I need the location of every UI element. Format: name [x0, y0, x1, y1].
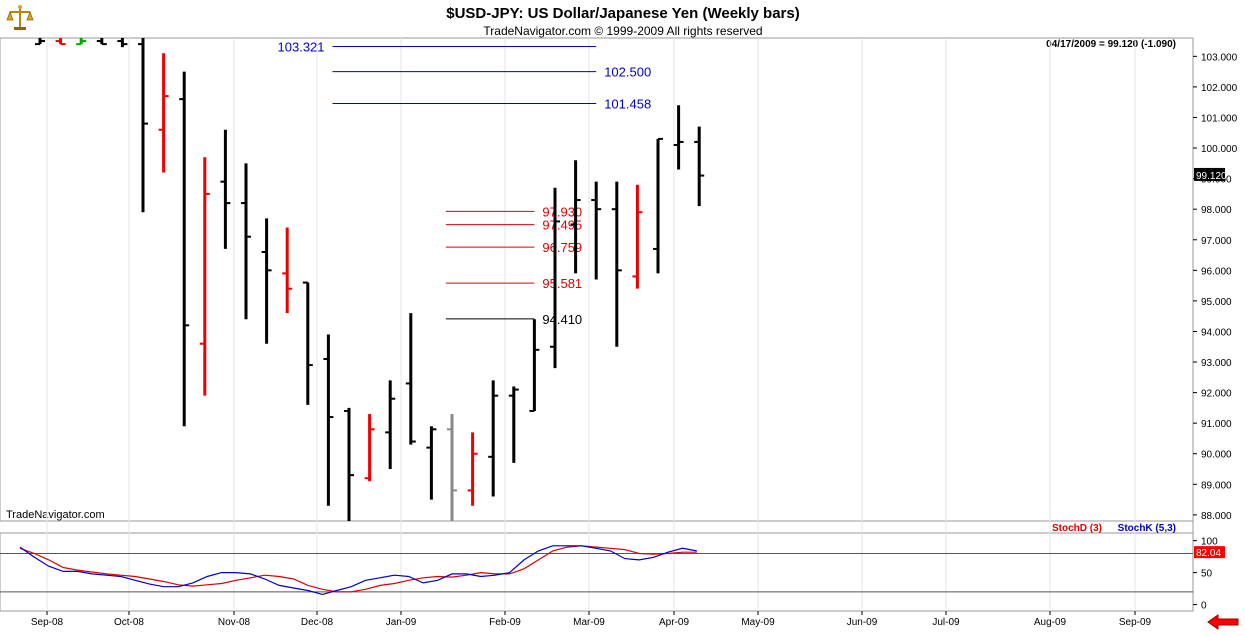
price-tick-label: 96.000	[1201, 266, 1232, 277]
price-level-label: 94.410	[542, 312, 582, 327]
x-tick-label: May-09	[741, 617, 775, 628]
ohlc-bar	[138, 38, 148, 213]
price-level-label: 95.581	[542, 276, 582, 291]
price-level-label: 101.458	[604, 96, 651, 111]
ohlc-bar	[550, 187, 560, 369]
ohlc-bar	[488, 380, 499, 497]
x-tick-label: Jan-09	[386, 617, 417, 628]
stoch-tick-label: 100	[1201, 537, 1218, 548]
ohlc-bar	[55, 38, 66, 46]
price-tick-label: 93.000	[1201, 358, 1232, 369]
price-tick-label: 94.000	[1201, 327, 1232, 338]
ohlc-bar	[611, 181, 622, 347]
x-tick-label: Aug-09	[1034, 617, 1067, 628]
ohlc-bar	[385, 380, 396, 470]
stoch-tick-label: 50	[1201, 569, 1213, 580]
stoch-tick-label: 0	[1201, 601, 1207, 612]
ohlc-bar	[405, 313, 416, 445]
x-tick-label: Nov-08	[218, 617, 251, 628]
ohlc-bar	[508, 386, 519, 463]
watermark: TradeNavigator.com	[6, 509, 105, 521]
price-level-label: 96.759	[542, 240, 582, 255]
price-level-label: 97.495	[542, 218, 582, 233]
price-tick-label: 98.000	[1201, 205, 1232, 216]
ohlc-bar	[158, 53, 169, 173]
ohlc-bar	[241, 163, 251, 320]
chart-subtitle: TradeNavigator.com © 1999-2009 All right…	[483, 24, 762, 38]
ohlc-bar	[282, 227, 293, 314]
price-tick-label: 88.000	[1201, 511, 1232, 522]
ohlc-bar	[199, 157, 210, 396]
stochd-legend: StochD (3)	[1052, 523, 1102, 534]
price-tick-label: 100.000	[1201, 144, 1238, 155]
stoch-panel	[0, 532, 1194, 612]
stoch-axis: 0 50 100	[0, 537, 1218, 612]
stoch-series-line	[19, 545, 697, 596]
ohlc-bar	[35, 38, 45, 46]
price-axis: 88.000 89.000 90.000 91.000 92.000 93.000 94.0…	[1193, 52, 1238, 522]
x-tick-label: Dec-08	[301, 617, 334, 628]
x-tick-label: Sep-09	[1119, 617, 1152, 628]
stoch-value-tag: 82.04	[1194, 546, 1225, 559]
ohlc-bar	[591, 181, 602, 280]
ohlc-bar	[447, 414, 457, 521]
price-tick-label: 95.000	[1201, 297, 1232, 308]
arrow-left-icon[interactable]	[1207, 614, 1239, 630]
stochk-legend: StochK (5,3)	[1118, 523, 1176, 534]
price-level-label: 103.321	[278, 40, 325, 55]
price-level-label: 102.500	[604, 65, 651, 80]
x-tick-label: Oct-08	[114, 617, 144, 628]
ohlc-bar	[653, 137, 663, 274]
ohlc-bar	[426, 426, 437, 500]
x-tick-label: Mar-09	[573, 617, 605, 628]
vertical-grid	[46, 38, 1136, 611]
ohlc-bar	[261, 218, 272, 344]
ohlc-bar	[344, 407, 354, 521]
price-tick-label: 89.000	[1201, 480, 1232, 491]
price-tick-label: 103.000	[1201, 52, 1238, 63]
current-price-tag: 99.120	[1194, 167, 1227, 182]
ohlc-bar	[694, 126, 705, 207]
price-tick-label: 102.000	[1201, 83, 1238, 94]
stoch-value-label: 82.04	[1196, 548, 1221, 559]
price-tick-label: 101.000	[1201, 113, 1238, 124]
ohlc-bar	[96, 38, 107, 46]
ohlc-bar	[76, 38, 87, 46]
x-tick-label: Jul-09	[932, 617, 960, 628]
ohlc-bar	[302, 281, 313, 405]
ohlc-bar	[467, 432, 478, 506]
x-tick-label: Sep-08	[31, 617, 64, 628]
ohlc-bar	[364, 414, 375, 482]
x-tick-label: Feb-09	[489, 617, 521, 628]
ohlc-bar	[632, 184, 643, 289]
chart-title: $USD-JPY: US Dollar/Japanese Yen (Weekly…	[446, 5, 799, 22]
price-tick-label: 90.000	[1201, 450, 1232, 461]
ohlc-bar	[570, 160, 581, 274]
price-tick-label: 92.000	[1201, 389, 1232, 400]
ohlc-bars	[35, 38, 705, 521]
x-tick-label: Jun-09	[847, 617, 878, 628]
current-price-label: 99.120	[1196, 171, 1227, 182]
stoch-lines	[19, 545, 697, 596]
price-level-label: 97.930	[542, 204, 582, 219]
scales-icon[interactable]	[6, 4, 34, 32]
ohlc-bar	[179, 71, 190, 427]
ohlc-bar	[323, 334, 334, 506]
stoch-series-line	[19, 545, 697, 593]
price-tick-label: 91.000	[1201, 419, 1232, 430]
ohlc-bar	[529, 319, 540, 412]
ohlc-bar	[673, 105, 684, 170]
price-tick-label: 97.000	[1201, 236, 1232, 247]
ohlc-bar	[220, 129, 231, 249]
x-axis: Sep-08 Oct-08 Nov-08 Dec-08 Jan-09 Feb-09 Mar-…	[31, 611, 1152, 628]
ohlc-bar	[117, 38, 128, 48]
x-tick-label: Apr-09	[659, 617, 689, 628]
last-value-readout: 04/17/2009 = 99.120 (-1.090)	[1046, 39, 1176, 50]
